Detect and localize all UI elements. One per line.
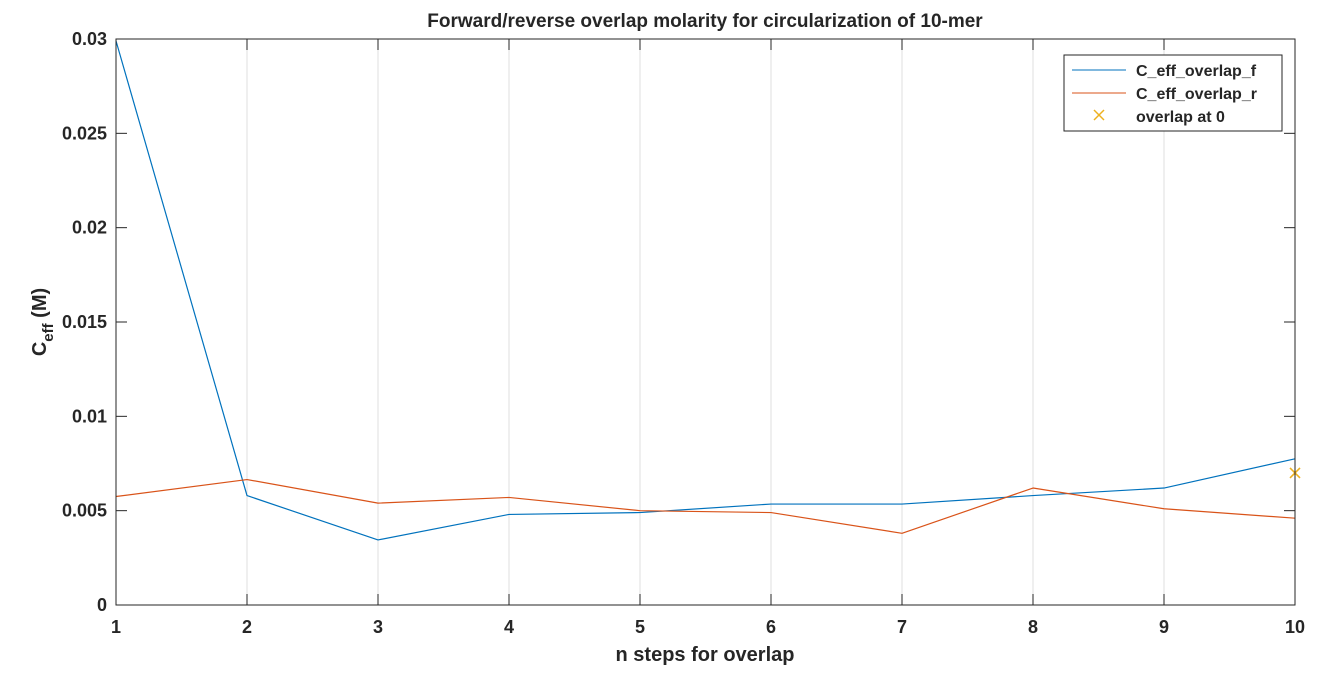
x-tick-label: 1 xyxy=(111,617,121,637)
x-tick-label: 3 xyxy=(373,617,383,637)
y-tick-label: 0.025 xyxy=(62,123,107,143)
x-tick-label: 6 xyxy=(766,617,776,637)
ticks-layer: 1 2 3 4 5 6 7 8 9 10 0 0.005 0.01 0.015 0.02 0.025 0.03 xyxy=(62,29,1305,637)
y-tick-label: 0 xyxy=(97,595,107,615)
legend-label-overlap: overlap at 0 xyxy=(1136,109,1225,126)
legend-label-r: C_eff_overlap_r xyxy=(1136,86,1257,103)
x-tick-label: 4 xyxy=(504,617,514,637)
x-tick-label: 5 xyxy=(635,617,645,637)
x-tick-label: 8 xyxy=(1028,617,1038,637)
legend-label-f: C_eff_overlap_f xyxy=(1136,63,1257,80)
chart-title: Forward/reverse overlap molarity for cir… xyxy=(427,11,983,32)
x-tick-label: 10 xyxy=(1285,617,1305,637)
y-tick-label: 0.03 xyxy=(72,29,107,49)
x-tick-label: 9 xyxy=(1159,617,1169,637)
legend: C_eff_overlap_f C_eff_overlap_r overlap … xyxy=(1063,54,1283,132)
y-axis-label-unit: (M) xyxy=(29,288,51,324)
x-axis-label: n steps for overlap xyxy=(616,644,795,666)
y-tick-label: 0.005 xyxy=(62,501,107,521)
y-tick-label: 0.015 xyxy=(62,312,107,332)
series-line-1 xyxy=(115,478,1296,534)
x-tick-label: 2 xyxy=(242,617,252,637)
y-axis-label-main: C xyxy=(29,342,51,356)
y-tick-label: 0.02 xyxy=(72,218,107,238)
y-tick-label: 0.01 xyxy=(72,406,107,426)
x-tick-label: 7 xyxy=(897,617,907,637)
y-axis-label: Ceff (M) xyxy=(29,288,57,356)
y-axis-label-subscript: eff xyxy=(40,322,57,341)
series-line-0 xyxy=(115,40,1296,541)
grid-layer xyxy=(246,39,1165,605)
legend-swatch-overlap-marker xyxy=(1093,109,1105,121)
